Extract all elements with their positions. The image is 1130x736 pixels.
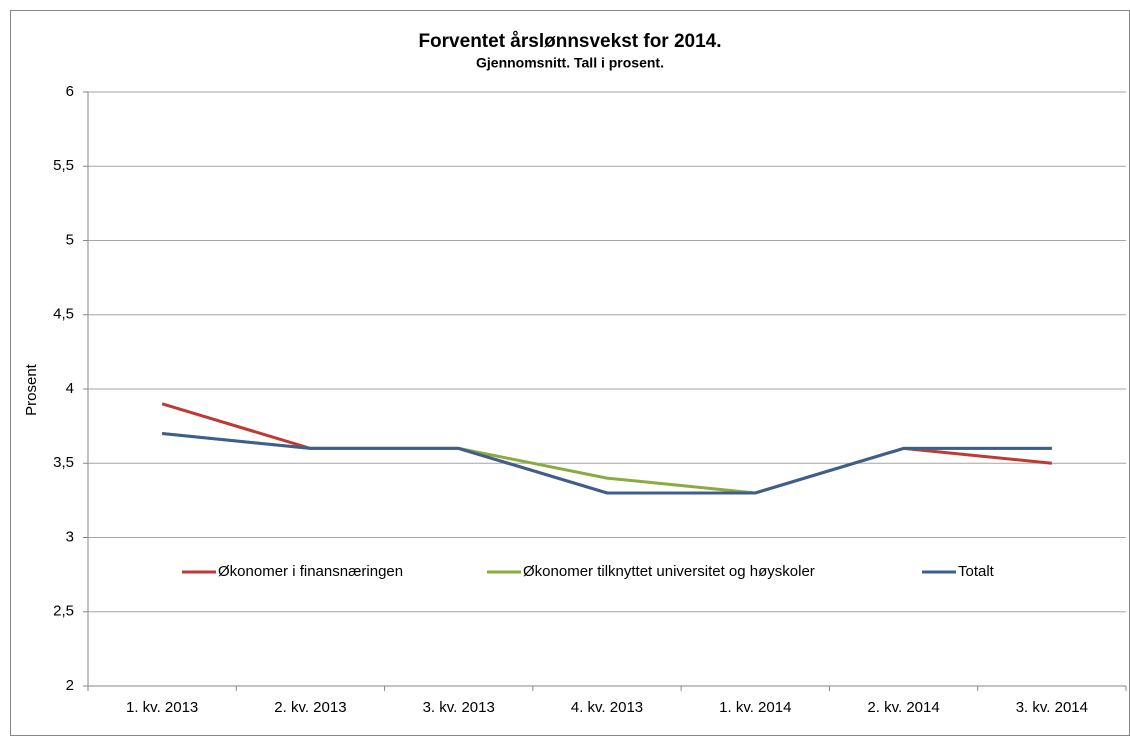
y-tick-label: 6	[66, 83, 74, 100]
chart-frame	[10, 10, 1130, 736]
legend-label: Økonomer tilknyttet universitet og høysk…	[523, 563, 815, 580]
y-tick-label: 4,5	[53, 306, 74, 323]
x-tick-label: 1. kv. 2014	[719, 699, 791, 716]
y-tick-label: 5,5	[53, 157, 74, 174]
x-tick-label: 4. kv. 2013	[571, 699, 643, 716]
y-tick-label: 2	[66, 677, 74, 694]
y-tick-label: 5	[66, 231, 74, 248]
legend-label: Økonomer i finansnæringen	[218, 563, 403, 580]
x-tick-label: 2. kv. 2014	[867, 699, 939, 716]
legend-label: Totalt	[958, 563, 995, 580]
x-tick-label: 3. kv. 2014	[1016, 699, 1088, 716]
y-tick-label: 3	[66, 528, 74, 545]
x-tick-label: 3. kv. 2013	[423, 699, 495, 716]
data-line	[161, 432, 1052, 495]
x-tick-label: 2. kv. 2013	[274, 699, 346, 716]
y-tick-label: 2,5	[53, 603, 74, 620]
chart-title: Forventet årslønnsvekst for 2014.	[418, 31, 721, 52]
y-axis-label: Prosent	[23, 363, 40, 416]
y-tick-label: 3,5	[53, 454, 74, 471]
chart-subtitle: Gjennomsnitt. Tall i prosent.	[476, 55, 664, 71]
y-tick-label: 4	[66, 380, 74, 397]
x-tick-label: 1. kv. 2013	[126, 699, 198, 716]
